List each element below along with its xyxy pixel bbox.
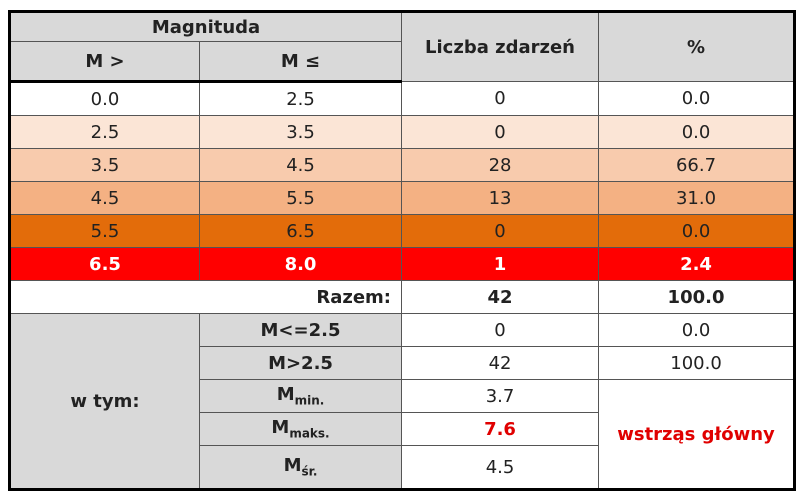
table-cell: 13 [401,181,600,215]
table-cell: 42 [401,346,600,380]
table-cell: 0 [401,115,600,149]
header-cell: M ≤ [198,41,403,83]
table-cell: 2.5 [9,115,200,149]
table-cell: 6.5 [9,247,200,281]
table-cell: 2.5 [198,81,403,116]
magnitude-table: Magnituda Liczba zdarzeń % M > M ≤ 0.0 2.… [8,10,797,491]
table-cell: 0.0 [598,313,796,347]
table-cell: 0 [401,81,600,116]
table-cell: 42 [401,280,600,314]
table-cell: 0.0 [598,81,796,116]
table-cell: 100.0 [598,346,796,380]
table-cell: 66.7 [598,148,796,182]
symbol: M [283,455,302,477]
table-cell: 0.0 [598,115,796,149]
table-cell: 8.0 [198,247,403,281]
table-cell: 3.5 [198,115,403,149]
table-cell: 0.0 [598,214,796,248]
table-cell: 3.7 [401,379,600,413]
table-cell: Mmaks. [198,412,403,446]
table-cell: 4.5 [9,181,200,215]
header-cell: % [598,11,796,82]
header-cell: Magnituda [8,11,403,42]
header-cell: Liczba zdarzeń [401,11,600,82]
table-cell: 7.6 [401,412,600,446]
table-cell: 3.5 [9,148,200,182]
table-cell: 4.5 [401,445,600,490]
header-cell: M > [9,41,200,83]
table-cell: Mmin. [198,379,403,413]
symbol: M [276,384,295,406]
table-cell: 5.5 [198,181,403,215]
table-cell: 31.0 [598,181,796,215]
table-cell: 100.0 [598,280,796,314]
table-cell: 2.4 [598,247,796,281]
table-cell: 0.0 [9,81,200,116]
table-cell: wstrząs główny [598,379,796,490]
table-cell: 4.5 [198,148,403,182]
table-cell: 6.5 [198,214,403,248]
table-cell: 5.5 [9,214,200,248]
table-cell: 0 [401,214,600,248]
subscript: min. [294,393,325,408]
symbol: M [271,417,290,439]
table-cell: 1 [401,247,600,281]
table-cell: Mśr. [198,445,403,490]
table-cell: w tym: [9,313,200,490]
table-cell: 28 [401,148,600,182]
table-cell: Razem: [8,280,403,314]
subscript: śr. [301,464,318,479]
subscript: maks. [289,426,330,441]
table-cell: M<=2.5 [198,313,403,347]
table-cell: M>2.5 [198,346,403,380]
table-cell: 0 [401,313,600,347]
